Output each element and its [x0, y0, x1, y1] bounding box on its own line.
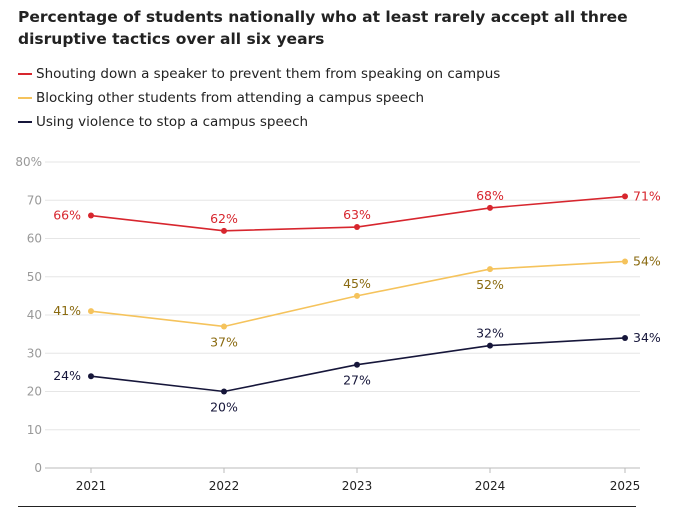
- y-tick-label: 60: [27, 232, 42, 246]
- data-label: 45%: [343, 276, 371, 291]
- data-label: 24%: [53, 368, 81, 383]
- legend-label: Shouting down a speaker to prevent them …: [36, 66, 501, 82]
- data-point: [88, 212, 94, 219]
- data-point: [622, 258, 628, 265]
- data-point: [221, 323, 227, 330]
- data-point: [622, 334, 628, 341]
- x-tick-label: 2025: [610, 479, 641, 493]
- y-tick-label: 50: [27, 270, 42, 284]
- legend-item-shouting: Shouting down a speaker to prevent them …: [18, 62, 500, 86]
- data-point: [354, 292, 360, 299]
- legend-swatch: [18, 73, 32, 75]
- data-point: [487, 342, 493, 349]
- data-point: [487, 266, 493, 273]
- chart-title: Percentage of students nationally who at…: [18, 8, 628, 48]
- y-tick-label: 40: [27, 308, 42, 322]
- legend-item-violence: Using violence to stop a campus speech: [18, 110, 500, 134]
- data-point: [622, 193, 628, 200]
- data-label: 71%: [633, 188, 661, 203]
- data-label: 54%: [633, 253, 661, 268]
- x-tick-label: 2024: [475, 479, 506, 493]
- data-point: [354, 361, 360, 368]
- y-tick-label: 70: [27, 193, 42, 207]
- data-label: 41%: [53, 303, 81, 318]
- data-label: 52%: [476, 277, 504, 292]
- y-tick-label: 20: [27, 385, 42, 399]
- data-label: 66%: [53, 208, 81, 223]
- legend-label: Blocking other students from attending a…: [36, 90, 425, 106]
- y-tick-label: 10: [27, 423, 42, 437]
- data-label: 27%: [343, 373, 371, 388]
- data-label: 20%: [210, 400, 238, 415]
- legend-item-blocking: Blocking other students from attending a…: [18, 86, 500, 110]
- y-tick-label: 80%: [15, 155, 42, 169]
- x-tick-label: 2023: [342, 479, 373, 493]
- legend-swatch: [18, 121, 32, 123]
- legend-label: Using violence to stop a campus speech: [36, 114, 309, 130]
- legend-swatch: [18, 97, 32, 99]
- data-label: 32%: [476, 326, 504, 341]
- data-label: 68%: [476, 188, 504, 203]
- legend: Shouting down a speaker to prevent them …: [18, 62, 500, 134]
- data-point: [354, 224, 360, 231]
- bottom-rule: [18, 506, 636, 507]
- data-point: [88, 308, 94, 315]
- x-tick-label: 2022: [209, 479, 240, 493]
- data-point: [487, 204, 493, 211]
- data-label: 37%: [210, 334, 238, 349]
- data-point: [221, 227, 227, 234]
- data-point: [221, 388, 227, 395]
- y-tick-label: 0: [34, 461, 42, 475]
- x-tick-label: 2021: [76, 479, 107, 493]
- data-label: 63%: [343, 207, 371, 222]
- data-label: 62%: [210, 211, 238, 226]
- data-point: [88, 373, 94, 380]
- y-tick-label: 30: [27, 346, 42, 360]
- data-label: 34%: [633, 330, 661, 345]
